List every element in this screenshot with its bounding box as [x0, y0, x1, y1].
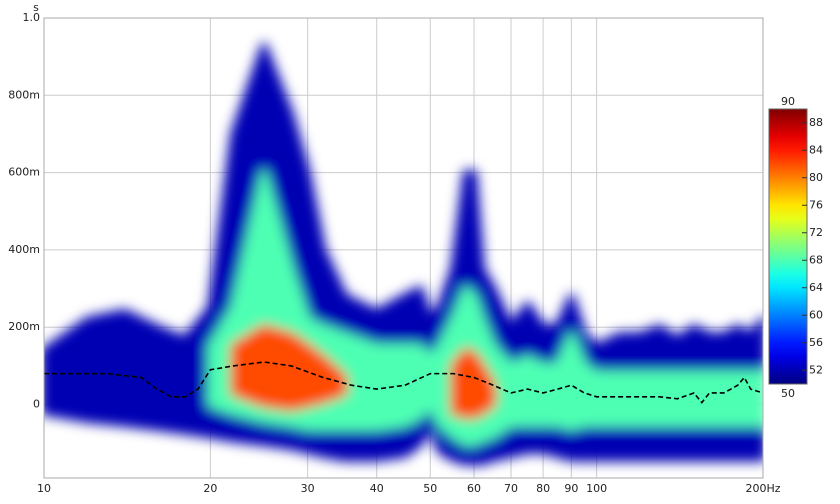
y-tick-label: 200m	[8, 320, 40, 333]
y-tick-label: 0	[33, 398, 40, 411]
colorbar-tick-label: 56	[809, 336, 823, 349]
level-region	[207, 169, 763, 447]
colorbar-tick-label: 88	[809, 116, 823, 129]
colorbar-tick-label: 72	[809, 226, 823, 239]
y-tick-label: 600m	[8, 166, 40, 179]
x-tick-label: 200Hz	[745, 482, 780, 495]
colorbar	[768, 108, 808, 385]
x-tick-label: 10	[37, 482, 51, 495]
level-region	[230, 324, 497, 420]
colorbar-tick-label: 80	[809, 171, 823, 184]
x-tick-label: 20	[203, 482, 217, 495]
colorbar-tick-label: 60	[809, 308, 823, 321]
y-tick-label: 1.0	[23, 11, 41, 24]
x-tick-label: 60	[467, 482, 481, 495]
y-unit: s	[33, 1, 39, 14]
colorbar-max: 90	[781, 95, 795, 108]
x-tick-label: 80	[536, 482, 550, 495]
plot-border	[43, 17, 764, 479]
x-tick-label: 70	[504, 482, 518, 495]
y-tick-label: 400m	[8, 243, 40, 256]
colorbar-tick-label: 68	[809, 253, 823, 266]
x-tick-label: 90	[564, 482, 578, 495]
colorbar-tick-label: 76	[809, 198, 823, 211]
colorbar-tick-label: 52	[809, 363, 823, 376]
x-tick-label: 30	[301, 482, 315, 495]
colorbar-tick-label: 64	[809, 281, 823, 294]
x-tick-label: 100	[586, 482, 607, 495]
colorbar-min: 50	[781, 387, 795, 400]
colorbar-tick-label: 84	[809, 143, 823, 156]
x-tick-label: 40	[370, 482, 384, 495]
x-tick-label: 50	[423, 482, 437, 495]
y-tick-label: 800m	[8, 88, 40, 101]
